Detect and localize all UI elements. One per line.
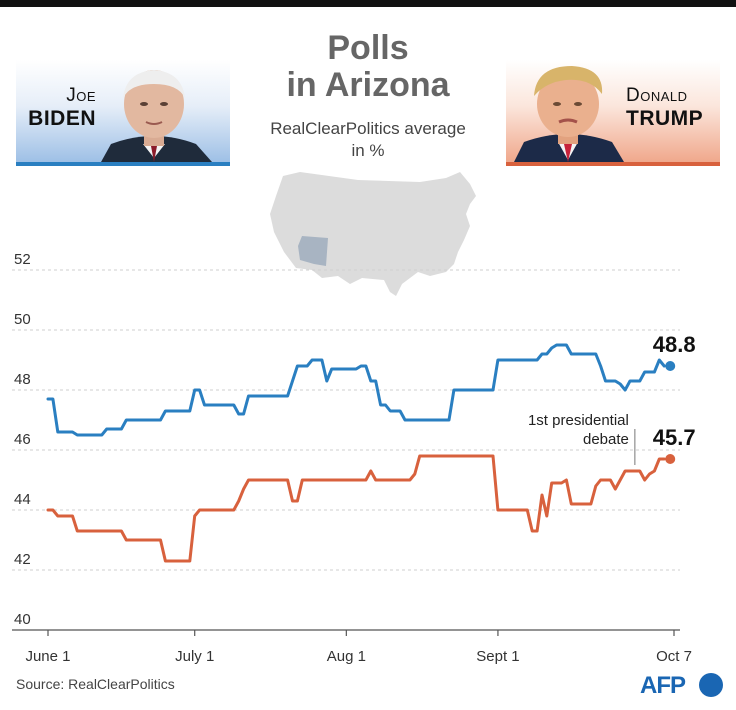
subtitle-line-1: RealClearPolitics average [270, 119, 466, 138]
biden-portrait-icon [101, 70, 212, 162]
y-tick-label: 50 [14, 311, 31, 328]
biden-last-name: BIDEN [28, 107, 96, 130]
series-line-0 [46, 343, 666, 437]
x-tick-label: Oct 7 [656, 648, 692, 665]
series-end-dot-0 [665, 361, 676, 371]
x-tick-label: June 1 [25, 648, 70, 665]
subtitle-line-2: in % [351, 141, 385, 160]
biden-first-name: Joe [66, 85, 96, 106]
series-end-dot-1 [665, 454, 676, 464]
biden-name: Joe BIDEN [24, 86, 96, 129]
y-tick-label: 44 [14, 491, 31, 508]
trump-last-name: TRUMP [626, 107, 704, 130]
x-tick-label: July 1 [175, 648, 214, 665]
top-bar [0, 0, 736, 7]
x-tick-label: Aug 1 [327, 648, 366, 665]
biden-portrait: Joe BIDEN [16, 60, 230, 166]
annotation-text-line-2: debate [583, 431, 629, 448]
title-line-1: Polls [327, 29, 409, 67]
series-line-1 [46, 454, 666, 563]
afp-logo: AFP [640, 672, 686, 699]
annotation-text-line-1: 1st presidential [528, 412, 629, 429]
x-tick-label: Sept 1 [476, 648, 519, 665]
trump-first-name: Donald [626, 85, 688, 106]
afp-logo-icon [699, 673, 723, 697]
y-tick-label: 42 [14, 551, 31, 568]
series-end-label-1: 45.7 [653, 425, 696, 450]
y-tick-label: 40 [14, 611, 31, 628]
y-tick-label: 48 [14, 371, 31, 388]
title-line-2: in Arizona [286, 66, 450, 104]
trump-portrait: Donald TRUMP [506, 60, 720, 166]
page-title: Polls in Arizona [236, 30, 500, 104]
source-note: Source: RealClearPolitics [16, 676, 175, 692]
trump-name: Donald TRUMP [626, 86, 703, 129]
subtitle: RealClearPolitics average in % [236, 118, 500, 162]
series-end-label-0: 48.8 [653, 332, 696, 357]
y-tick-label: 46 [14, 431, 31, 448]
y-tick-label: 52 [14, 251, 31, 268]
trump-portrait-icon [514, 66, 624, 162]
